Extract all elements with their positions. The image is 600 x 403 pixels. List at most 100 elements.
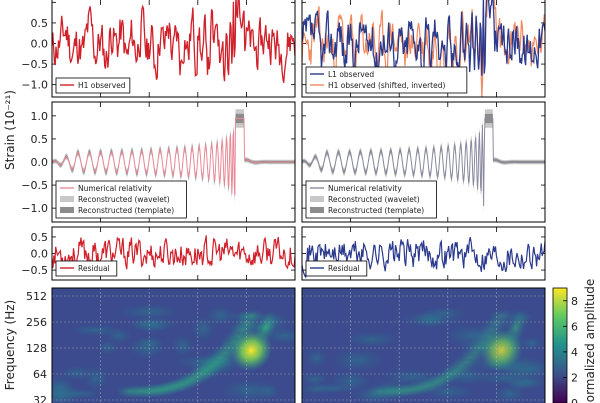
frequency-tick-label: 512 [26, 290, 47, 303]
spectrogram-noise [400, 311, 464, 328]
legend-label: H1 observed (shifted, inverted) [328, 81, 445, 90]
legend-box [55, 77, 131, 94]
spectrogram-noise [83, 365, 109, 392]
legend-label: Residual [328, 264, 360, 273]
spectrogram-noise [170, 334, 195, 357]
y-tick-label: −0.5 [21, 179, 48, 192]
waveform-panels: 0.5 0.0 −0.5 −1.0 H1 observed L1 observed H1 o… [21, 0, 546, 281]
y-tick-label: 0.0 [31, 156, 49, 169]
panel-frame [51, 287, 296, 403]
spectrogram-track [237, 309, 266, 324]
y-tick-label: 1.0 [31, 110, 49, 123]
legend-box [305, 260, 368, 277]
y-tick-label: −0.5 [21, 264, 48, 277]
panel-observed-h1: 0.5 0.0 −0.5 −1.0 H1 observed [21, 0, 296, 98]
spectrogram-track [487, 309, 516, 324]
spectrogram-peak [254, 310, 278, 345]
colorbar-label: Normalized amplitude [583, 279, 597, 403]
spectrogram-noise [69, 324, 123, 336]
panel-residual-l1: Residual [301, 226, 546, 281]
legend-label: Numerical relativity [78, 184, 152, 193]
legend: Numerical relativity Reconstructed (wavel… [305, 180, 437, 219]
panel-frame [301, 0, 546, 98]
series-numerical-relativity [52, 118, 295, 196]
spectrogram-noise [304, 348, 328, 368]
panel-observed-l1: L1 observed H1 observed (shifted, inverte… [301, 0, 546, 98]
spectrogram-h1 [52, 288, 295, 403]
frequency-tick-label: 128 [26, 342, 47, 355]
spectrogram-l1 [302, 288, 545, 403]
spectrogram-noise [117, 303, 182, 320]
series-residual [302, 236, 545, 279]
legend-box [305, 66, 468, 94]
legend: H1 observed [55, 77, 131, 94]
series-h1-observed [52, 0, 295, 83]
strain-axis-label: Strain (10⁻²¹) [3, 90, 17, 170]
legend-box [55, 260, 118, 277]
y-tick-label: −0.5 [21, 58, 48, 71]
spectrogram-panels: 512 256 128 64 32 [26, 287, 546, 403]
colorbar-tick-label: 2 [571, 371, 578, 384]
panel-reconstructed-h1: 1.0 0.5 0.0 −0.5 −1.0 Numerical relativity Rec… [21, 101, 296, 223]
spectrogram-noise [331, 348, 385, 372]
spectrogram-noise [134, 336, 165, 350]
spectrogram-noise [205, 304, 236, 327]
spectrogram-noise [493, 384, 527, 403]
panel-frame [301, 226, 546, 281]
legend: L1 observed H1 observed (shifted, inverte… [305, 66, 468, 94]
series-residual [52, 235, 295, 271]
y-tick-label: 0.0 [31, 248, 49, 261]
spectrogram-noise [330, 371, 372, 391]
colorbar-tick-label: 4 [571, 346, 578, 359]
band-wavelet [302, 109, 545, 216]
legend-label: Reconstructed (wavelet) [328, 195, 420, 204]
frequency-tick-label: 32 [33, 394, 47, 403]
legend-label: Reconstructed (template) [78, 206, 174, 215]
legend-label: L1 observed [328, 70, 374, 79]
y-tick-label: −1.0 [21, 79, 48, 92]
legend-box [305, 180, 437, 219]
legend-swatch [60, 196, 74, 202]
y-tick-label: −1.0 [21, 202, 48, 215]
colorbar: 8 6 4 2 0 Normalized amplitude [552, 279, 597, 403]
legend-label: Numerical relativity [328, 184, 402, 193]
colorbar-tick-label: 8 [571, 295, 578, 308]
legend-label: H1 observed [78, 81, 126, 90]
colorbar-tick-label: 6 [571, 320, 578, 333]
panel-frame [51, 101, 296, 223]
spectrogram-noise [520, 336, 543, 350]
y-tick-label: 0.5 [31, 17, 49, 30]
frequency-tick-label: 256 [26, 316, 47, 329]
y-tick-label: 0.5 [31, 133, 49, 146]
spectrogram-noise [302, 372, 329, 386]
panel-frame [51, 226, 296, 281]
spectrogram-noise [219, 379, 278, 403]
panel-reconstructed-l1: Numerical relativity Reconstructed (wavel… [301, 101, 546, 223]
legend: Residual [55, 260, 118, 277]
series-numerical-relativity [302, 118, 545, 207]
colorbar-tick-label: 0 [571, 397, 578, 403]
spectrogram-noise [97, 340, 119, 355]
legend-box [55, 180, 187, 219]
panel-residual-h1: 0.5 0.0 −0.5 Residual [21, 226, 296, 281]
legend-swatch [60, 207, 74, 213]
legend-label: Reconstructed (template) [328, 206, 424, 215]
legend: Numerical relativity Reconstructed (wavel… [55, 180, 187, 219]
legend-label: Reconstructed (wavelet) [78, 195, 170, 204]
panel-frame [301, 287, 546, 403]
legend-swatch [310, 207, 324, 213]
spectrogram-noise [344, 331, 399, 348]
colorbar-gradient [552, 287, 568, 403]
spectrogram-peak [504, 310, 528, 345]
panel-frame [51, 0, 296, 98]
panel-frame [301, 101, 546, 223]
frequency-tick-label: 64 [33, 368, 47, 381]
spectrogram-noise [132, 316, 177, 333]
legend-label: Residual [78, 264, 110, 273]
frequency-axis-label: Frequency (Hz) [3, 300, 17, 391]
legend-swatch [310, 196, 324, 202]
legend: Residual [305, 260, 368, 277]
y-tick-label: 0.0 [31, 38, 49, 51]
spectrogram-noise [57, 388, 103, 399]
